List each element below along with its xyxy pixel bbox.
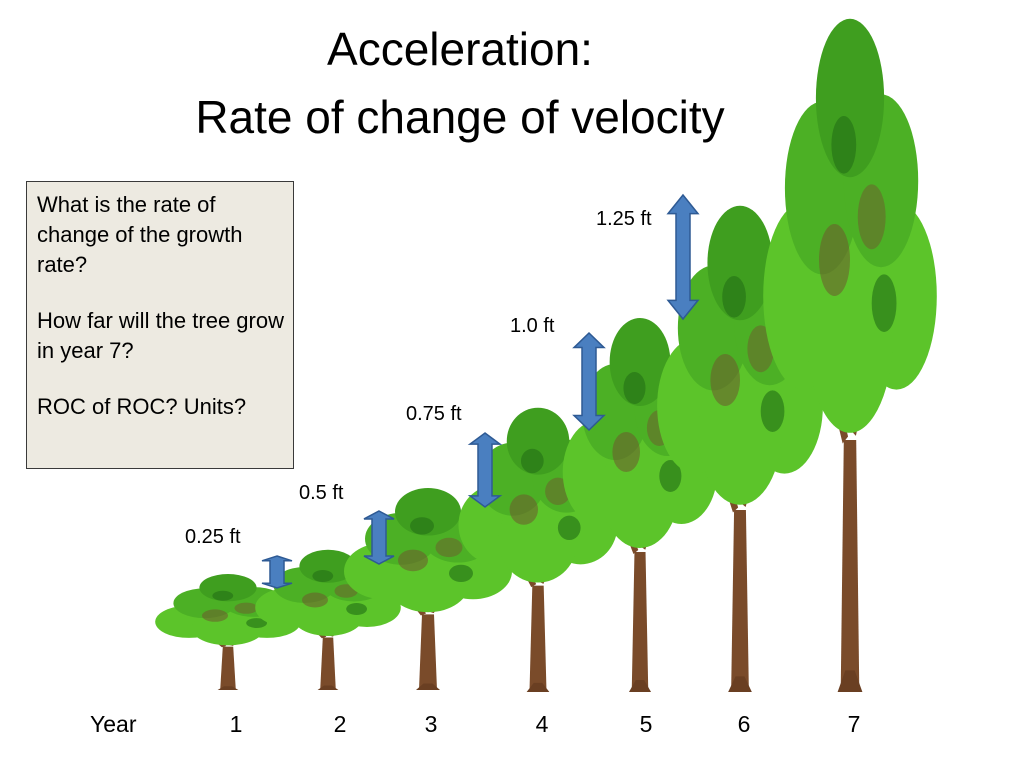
growth-label-5: 1.25 ft	[596, 208, 652, 230]
question-year-7-growth: How far will the tree grow in year 7?	[37, 308, 284, 363]
year-label-2: 2	[334, 711, 347, 737]
year-label-1: 1	[230, 711, 243, 737]
growth-label-1: 0.25 ft	[185, 526, 241, 548]
growth-label-2: 0.5 ft	[299, 482, 344, 504]
tree-icon-year-7	[763, 19, 937, 692]
growth-label-4: 1.0 ft	[510, 315, 555, 337]
year-label-6: 6	[738, 711, 751, 737]
year-label-3: 3	[425, 711, 438, 737]
question-rate-of-change: What is the rate of change of the growth…	[37, 192, 243, 277]
question-roc-units: ROC of ROC? Units?	[37, 394, 247, 419]
growth-label-3: 0.75 ft	[406, 403, 462, 425]
slide-title-line-2: Rate of change of velocity	[195, 91, 725, 143]
question-box: What is the rate of change of the growth…	[26, 181, 294, 469]
slide-title-line-1: Acceleration:	[327, 23, 593, 75]
year-axis-label: Year	[90, 711, 137, 737]
year-label-7: 7	[848, 711, 861, 737]
year-label-4: 4	[536, 711, 549, 737]
year-label-5: 5	[640, 711, 653, 737]
double-arrow-icon-year-5	[667, 194, 699, 320]
